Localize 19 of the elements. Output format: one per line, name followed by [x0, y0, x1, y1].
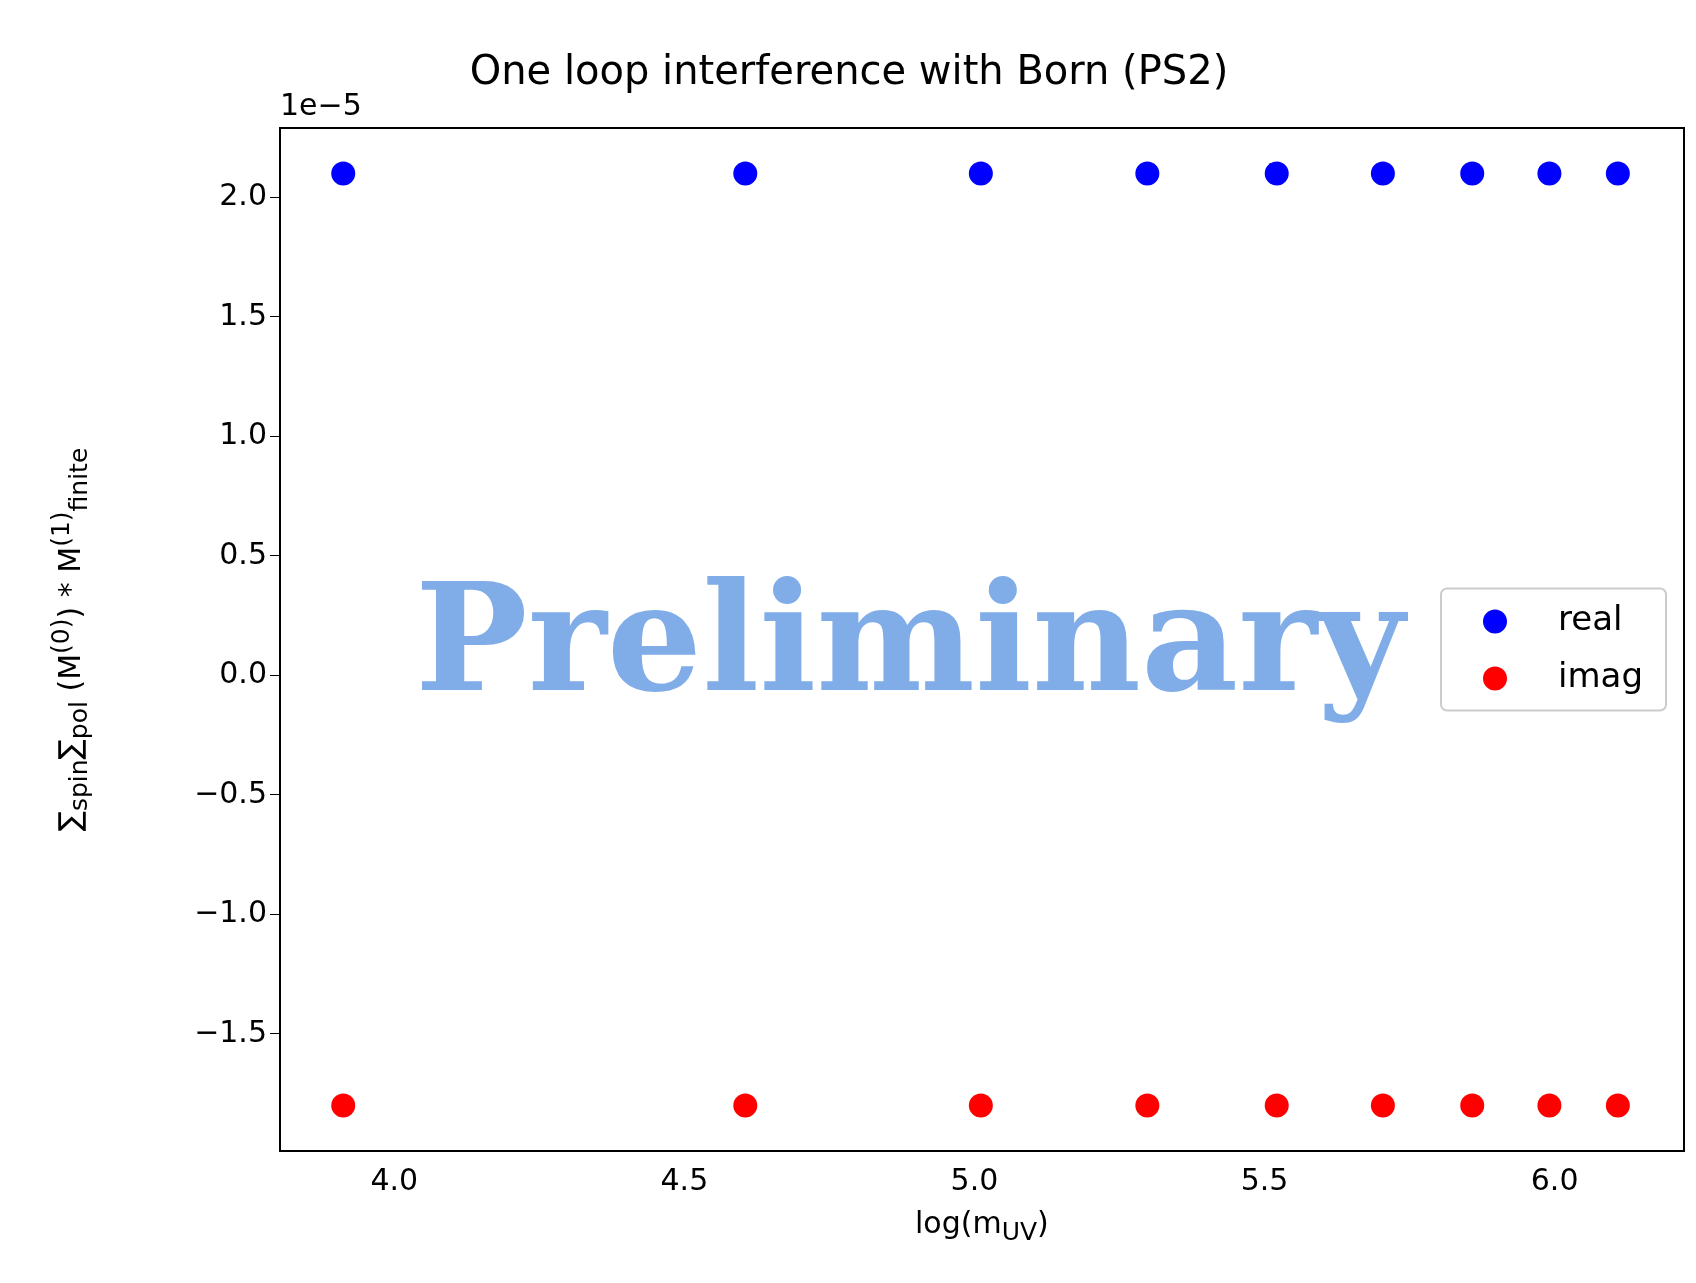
y-tick-label: 1.0 — [219, 416, 267, 452]
x-tick-label: 4.5 — [660, 1161, 709, 1197]
y-tick-label: −1.5 — [194, 1013, 267, 1049]
x-tick-label: 6.0 — [1530, 1161, 1579, 1197]
x-tick-label: 4.0 — [370, 1161, 419, 1197]
x-tick-label: 5.0 — [950, 1161, 999, 1197]
y-tick-label: −0.5 — [194, 774, 267, 810]
x-tick-label: 5.5 — [1240, 1161, 1289, 1197]
chart-title: One loop interference with Born (PS2) — [469, 47, 1229, 94]
text: 1e−5 — [280, 86, 362, 122]
y-tick-label: 1.5 — [219, 296, 267, 332]
annotation: Preliminary — [415, 549, 1409, 725]
legend-label: imag — [1558, 655, 1643, 696]
y-tick-label: 0.0 — [219, 655, 267, 691]
y-tick-label: 2.0 — [219, 177, 267, 213]
y-tick-label: −1.0 — [194, 894, 267, 930]
x-axis-title: log(m$_{UV}$) — [915, 1205, 1049, 1246]
legend-label: real — [1558, 598, 1623, 639]
y-tick-label: 0.5 — [219, 535, 267, 571]
